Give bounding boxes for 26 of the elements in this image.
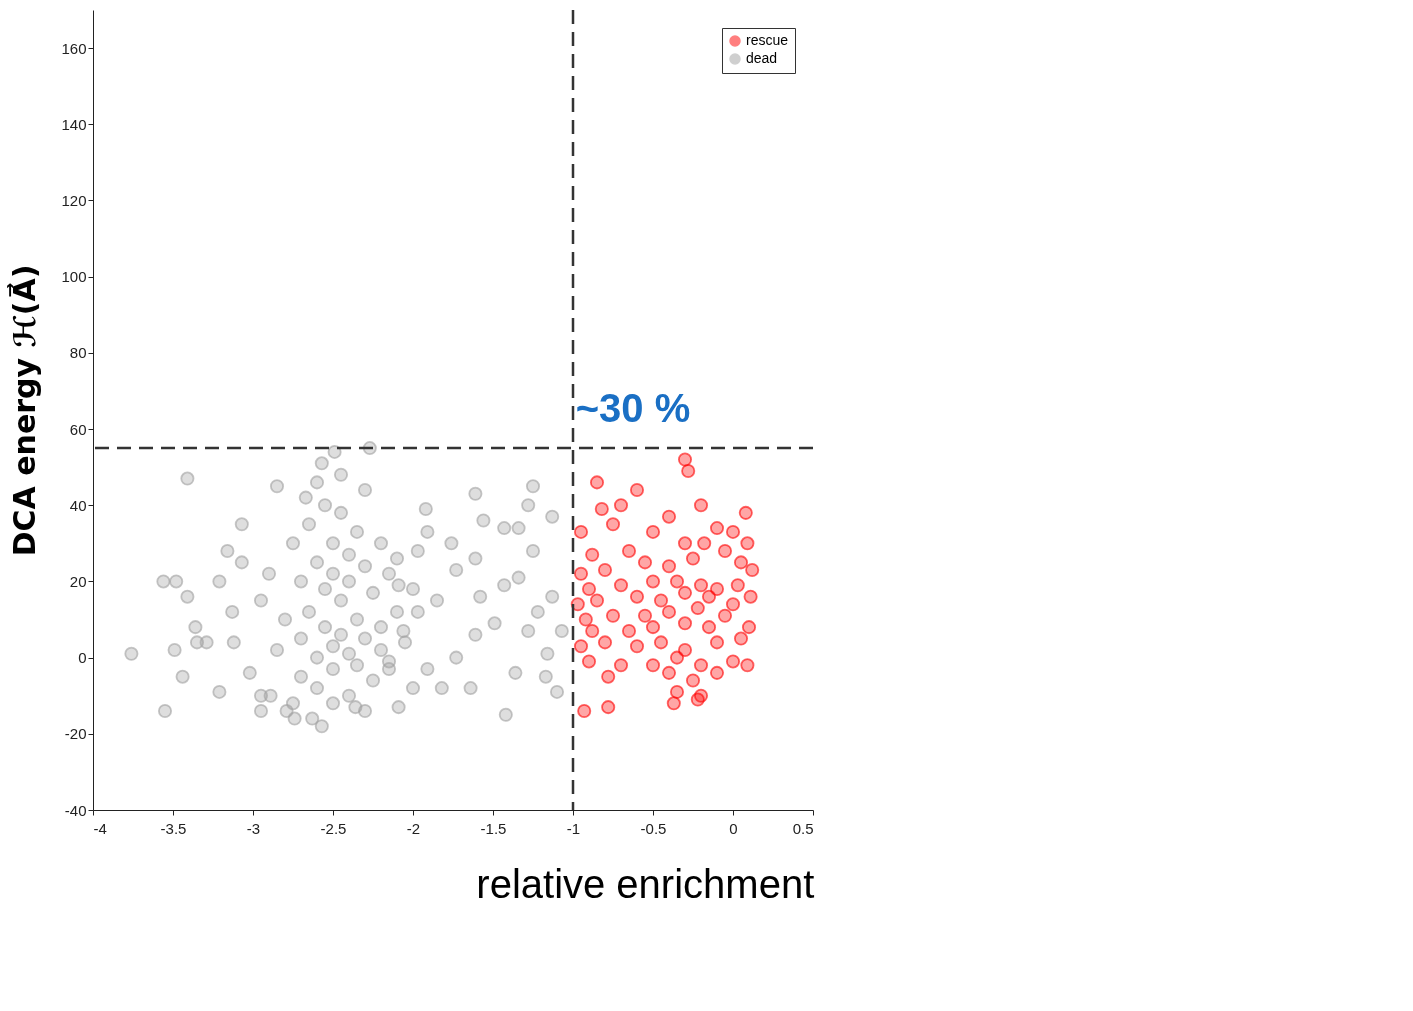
x-axis-title: relative enrichment [476,862,815,906]
legend-label: dead [746,50,778,66]
y-tick-label: 20 [69,572,87,590]
x-tick-label: 0 [729,819,738,837]
x-tick-label: -2.5 [320,819,347,837]
y-tick-label: 80 [69,344,87,362]
x-tick-label: -2 [406,819,421,837]
y-axis-title: DCA energy ℋ(A⃗) [7,264,43,557]
y-tick-label: 60 [69,420,87,438]
y-tick-label: 0 [78,649,87,667]
y-tick-label: 120 [61,191,87,209]
x-tick-label: -0.5 [640,819,667,837]
x-tick-label: 0.5 [792,819,814,837]
y-tick-label: -20 [64,725,87,743]
x-tick-label: -3 [246,819,261,837]
x-tick-label: -3.5 [160,819,187,837]
x-tick-label: -4 [93,819,107,837]
x-tick-label: -1 [566,819,581,837]
y-tick-label: 140 [61,115,87,133]
y-tick-label: 160 [61,39,87,57]
x-tick-label: -1.5 [480,819,507,837]
y-tick-label: 100 [61,268,87,286]
y-tick-label: -40 [64,801,87,819]
y-tick-label: 40 [69,496,87,514]
annotation: ~30 % [575,386,691,430]
legend-label: rescue [746,32,789,48]
